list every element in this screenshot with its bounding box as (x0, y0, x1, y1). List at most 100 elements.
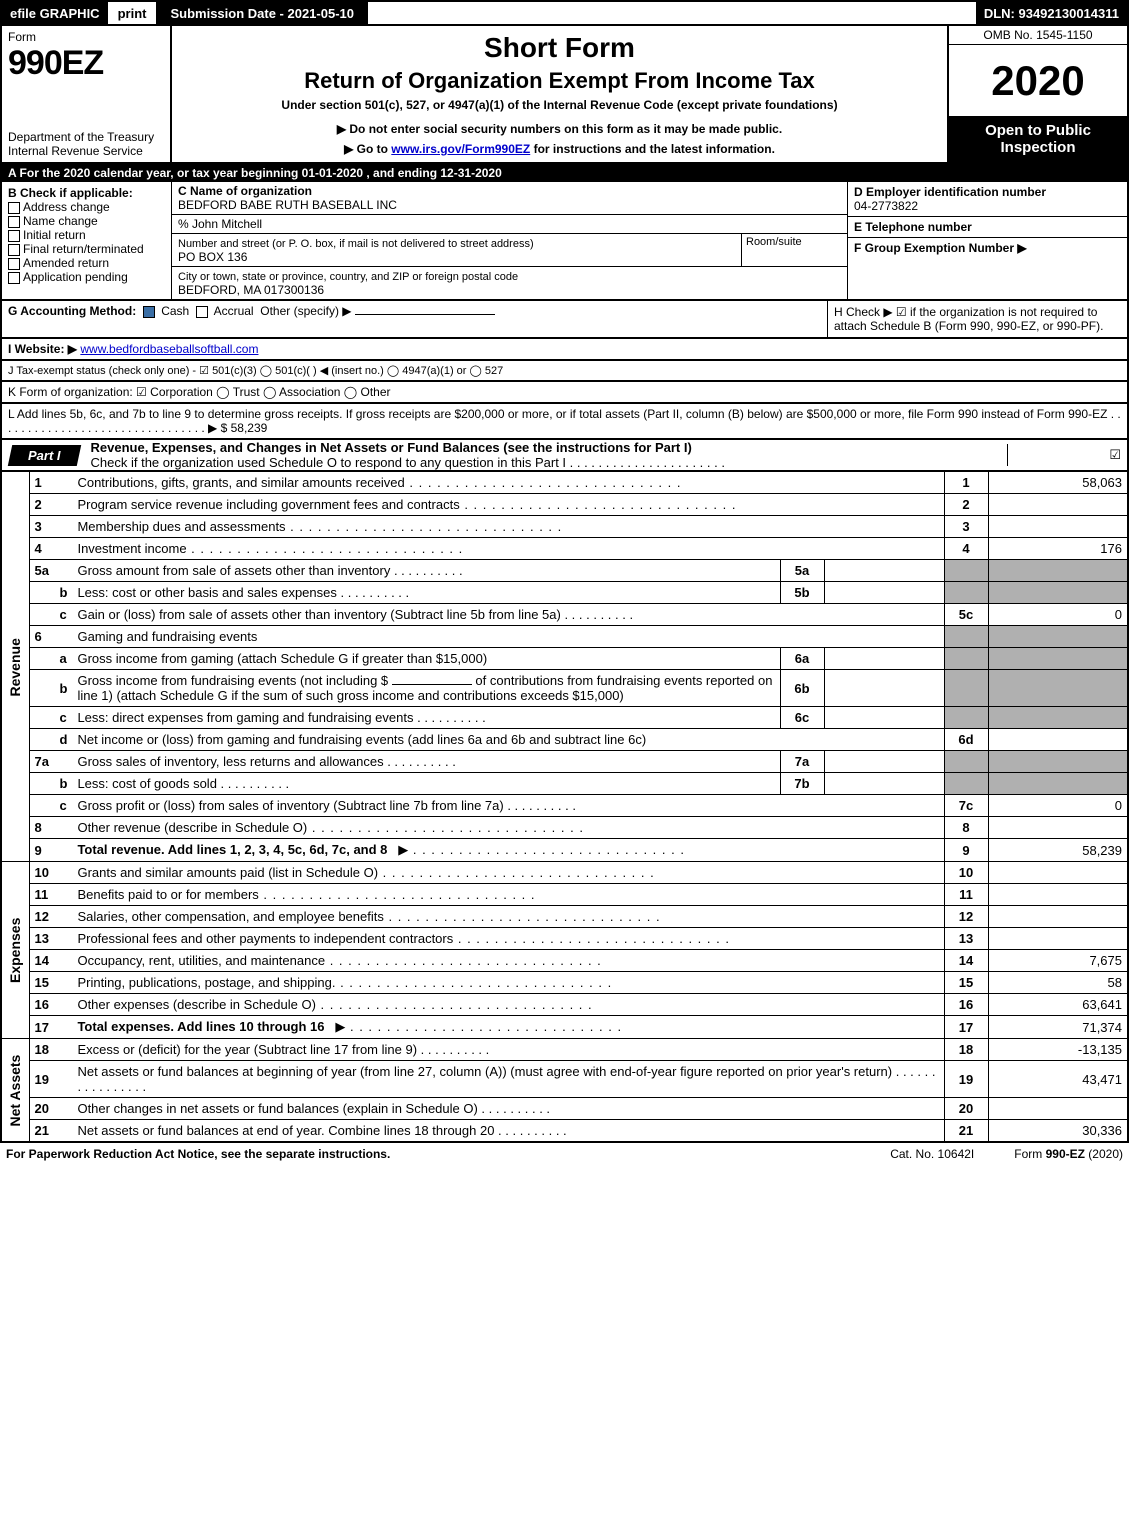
line-12-val (988, 906, 1128, 928)
line-21-num: 21 (944, 1120, 988, 1143)
line-16-num: 16 (944, 994, 988, 1016)
check-initial-return-label: Initial return (23, 228, 86, 242)
line-5c-no: c (29, 604, 72, 626)
line-4-text: Investment income (77, 541, 186, 556)
accrual-label: Accrual (214, 304, 254, 318)
row-l: L Add lines 5b, 6c, and 7b to line 9 to … (0, 404, 1129, 440)
check-amended-return-label: Amended return (23, 256, 109, 270)
line-18-no: 18 (29, 1039, 72, 1061)
room-suite-label: Room/suite (746, 236, 802, 248)
line-6b-subnum: 6b (780, 670, 824, 707)
omb-number: OMB No. 1545-1150 (949, 26, 1127, 45)
line-3-val (988, 516, 1128, 538)
line-6c-subval (824, 707, 944, 729)
line-11-text: Benefits paid to or for members (77, 887, 258, 902)
line-6c-text: Less: direct expenses from gaming and fu… (77, 710, 413, 725)
check-amended-return[interactable]: Amended return (8, 256, 165, 270)
line-6c-subnum: 6c (780, 707, 824, 729)
line-6c-no: c (29, 707, 72, 729)
line-6a-subval (824, 648, 944, 670)
dln-label: DLN: 93492130014311 (976, 2, 1127, 24)
line-21-no: 21 (29, 1120, 72, 1143)
line-20-text: Other changes in net assets or fund bala… (77, 1101, 477, 1116)
short-form-title: Short Form (182, 32, 937, 64)
check-application-pending[interactable]: Application pending (8, 270, 165, 284)
line-6b-subval (824, 670, 944, 707)
print-button[interactable]: print (108, 2, 157, 25)
line-19-no: 19 (29, 1061, 72, 1098)
paperwork-notice: For Paperwork Reduction Act Notice, see … (6, 1147, 850, 1161)
line-17-text: Total expenses. Add lines 10 through 16 (77, 1019, 324, 1034)
line-19-num: 19 (944, 1061, 988, 1098)
tax-year: 2020 (949, 45, 1127, 116)
l-text: L Add lines 5b, 6c, and 7b to line 9 to … (8, 407, 1121, 435)
line-8-no: 8 (29, 817, 72, 839)
line-7c-num: 7c (944, 795, 988, 817)
form-ref: Form 990-EZ (2020) (1014, 1147, 1123, 1161)
line-6b-text1: Gross income from fundraising events (no… (77, 673, 388, 688)
accrual-checkbox[interactable] (196, 306, 208, 318)
line-1-no: 1 (29, 472, 72, 494)
line-7b-subval (824, 773, 944, 795)
line-9-val: 58,239 (988, 839, 1128, 862)
irs-link[interactable]: www.irs.gov/Form990EZ (391, 142, 530, 156)
line-7c-val: 0 (988, 795, 1128, 817)
line-11-val (988, 884, 1128, 906)
line-14-val: 7,675 (988, 950, 1128, 972)
check-name-change[interactable]: Name change (8, 214, 165, 228)
line-20-val (988, 1098, 1128, 1120)
form-ref-c: (2020) (1085, 1147, 1123, 1161)
part1-checkbox-cell[interactable]: ☑ (1007, 444, 1127, 466)
line-4-no: 4 (29, 538, 72, 560)
line-17-no: 17 (29, 1016, 72, 1039)
header-left: Form 990EZ Department of the Treasury In… (2, 26, 172, 162)
line-5a-no: 5a (29, 560, 72, 582)
line-5b-text: Less: cost or other basis and sales expe… (77, 585, 336, 600)
org-name: BEDFORD BABE RUTH BASEBALL INC (178, 198, 397, 212)
line-3-text: Membership dues and assessments (77, 519, 285, 534)
line-5a-subval (824, 560, 944, 582)
line-10-text: Grants and similar amounts paid (list in… (77, 865, 378, 880)
line-16-val: 63,641 (988, 994, 1128, 1016)
k-text: K Form of organization: ☑ Corporation ◯ … (8, 385, 391, 399)
col-b-checkboxes: B Check if applicable: Address change Na… (2, 182, 172, 299)
line-7a-subval (824, 751, 944, 773)
row-k: K Form of organization: ☑ Corporation ◯ … (0, 382, 1129, 404)
check-final-return-label: Final return/terminated (23, 242, 144, 256)
line-13-text: Professional fees and other payments to … (77, 931, 453, 946)
ssn-note: ▶ Do not enter social security numbers o… (182, 122, 937, 136)
i-label: I Website: ▶ (8, 342, 77, 356)
other-label: Other (specify) ▶ (260, 304, 351, 318)
form-ref-b: 990-EZ (1046, 1147, 1085, 1161)
cash-checkbox[interactable] (143, 306, 155, 318)
line-5c-text: Gain or (loss) from sale of assets other… (77, 607, 560, 622)
form-ref-a: Form (1014, 1147, 1045, 1161)
line-15-num: 15 (944, 972, 988, 994)
check-initial-return[interactable]: Initial return (8, 228, 165, 242)
website-link[interactable]: www.bedfordbaseballsoftball.com (80, 342, 258, 356)
g-label: G Accounting Method: (8, 304, 136, 318)
header-block: Form 990EZ Department of the Treasury In… (0, 26, 1129, 164)
line-5b-subval (824, 582, 944, 604)
row-j: J Tax-exempt status (check only one) - ☑… (0, 361, 1129, 382)
open-to-public: Open to Public Inspection (949, 116, 1127, 162)
check-address-change[interactable]: Address change (8, 200, 165, 214)
row-a-calendar-year: A For the 2020 calendar year, or tax yea… (0, 164, 1129, 182)
line-2-val (988, 494, 1128, 516)
line-4-num: 4 (944, 538, 988, 560)
line-6d-num: 6d (944, 729, 988, 751)
line-15-val: 58 (988, 972, 1128, 994)
line-6b-amount-input[interactable] (392, 684, 472, 685)
check-final-return[interactable]: Final return/terminated (8, 242, 165, 256)
line-13-no: 13 (29, 928, 72, 950)
check-name-change-label: Name change (23, 214, 98, 228)
line-14-no: 14 (29, 950, 72, 972)
under-section: Under section 501(c), 527, or 4947(a)(1)… (182, 98, 937, 112)
financial-table: Revenue 1 Contributions, gifts, grants, … (0, 472, 1129, 1143)
care-of: % John Mitchell (178, 217, 262, 231)
submission-date: Submission Date - 2021-05-10 (156, 2, 368, 24)
line-13-num: 13 (944, 928, 988, 950)
addr-label: Number and street (or P. O. box, if mail… (178, 238, 534, 250)
other-specify-input[interactable] (355, 314, 495, 315)
goto-pre: ▶ Go to (344, 142, 391, 156)
